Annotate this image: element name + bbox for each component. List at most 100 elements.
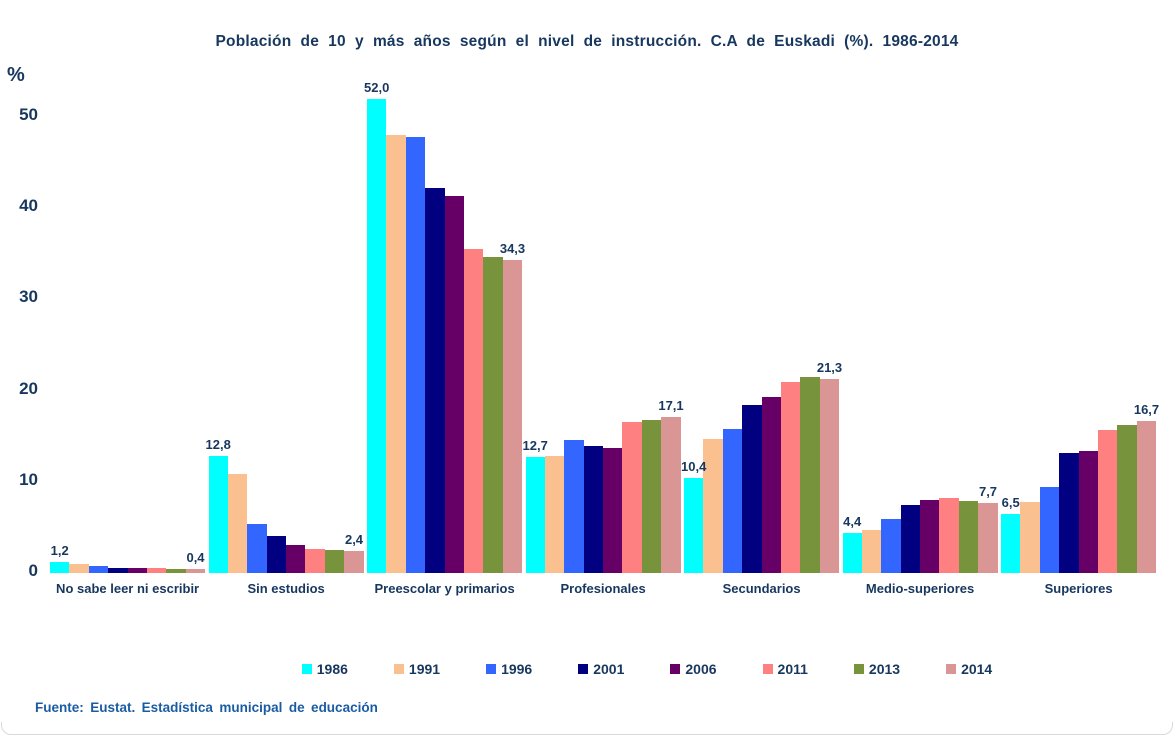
bar-2006: [920, 500, 940, 573]
bar-1986: [208, 456, 228, 573]
bar-2013: [483, 257, 503, 573]
data-label-2014: 16,7: [1133, 401, 1160, 417]
x-axis-category-label: Secundarios: [722, 581, 801, 596]
legend-item-2001: 2001: [578, 661, 624, 677]
legend-swatch-icon: [301, 664, 312, 674]
y-axis-tick-10: 10: [19, 469, 38, 489]
legend-swatch-icon: [670, 664, 681, 674]
x-axis-category-label: No sabe leer ni escribir: [56, 581, 200, 596]
data-label-1986: 10,4: [681, 459, 707, 475]
bar-2013: [166, 569, 186, 573]
bar-2013: [1117, 425, 1137, 573]
bar-group-3: [367, 98, 523, 573]
bar-1986: [1001, 513, 1021, 573]
bar-2011: [939, 498, 959, 573]
legend-swatch-icon: [486, 664, 497, 674]
legend-swatch-icon: [946, 664, 957, 674]
bar-2013: [958, 500, 979, 573]
bar-2006: [1078, 450, 1098, 573]
bar-group-7: [1001, 99, 1157, 573]
data-label-2014: 17,1: [658, 397, 684, 413]
legend-label: 1991: [408, 661, 441, 677]
bar-2014: [819, 378, 840, 573]
legend-label: 1996: [501, 661, 533, 677]
bar-group-1: [50, 99, 206, 573]
bar-2014: [661, 416, 681, 573]
legend-swatch-icon: [762, 664, 773, 674]
bar-1991: [1020, 501, 1040, 573]
legend-label: 2011: [777, 661, 808, 677]
bar-group-5: [684, 99, 840, 573]
data-label-2014: 7,7: [978, 483, 998, 499]
bar-2014: [502, 260, 523, 573]
x-axis-category-label: Profesionales: [560, 581, 646, 596]
data-label-1986: 6,5: [1001, 494, 1020, 510]
bar-2001: [742, 405, 762, 573]
bar-2013: [800, 376, 820, 573]
bar-2011: [305, 549, 325, 573]
bar-2006: [444, 196, 464, 573]
bar-2013: [641, 419, 662, 573]
data-label-1986: 12,7: [522, 438, 548, 454]
y-axis-tick-30: 30: [19, 287, 38, 307]
bar-2014: [978, 502, 998, 573]
bar-1991: [861, 530, 882, 573]
legend-label: 2014: [961, 661, 993, 677]
legend-item-1986: 1986: [301, 661, 348, 677]
bar-1996: [881, 519, 901, 573]
bar-2001: [425, 187, 445, 573]
data-label-2014: 21,3: [816, 359, 843, 375]
bar-2001: [108, 567, 128, 573]
y-axis-unit-label: %: [7, 64, 25, 86]
data-label-2014: 2,4: [344, 532, 364, 548]
x-axis-category-label: Superiores: [1044, 581, 1113, 596]
legend-item-1991: 1991: [393, 661, 441, 677]
bar-1996: [564, 439, 584, 573]
legend-label: 1986: [316, 661, 348, 677]
bar-2006: [286, 544, 306, 573]
x-axis-category-label: Sin estudios: [247, 581, 325, 596]
bar-2011: [780, 382, 801, 573]
x-axis-category-label: Medio-superiores: [865, 581, 975, 596]
bar-1986: [367, 98, 387, 573]
bar-2001: [266, 535, 287, 573]
bar-1986: [525, 457, 545, 573]
bar-2014: [344, 551, 364, 573]
bar-2001: [1059, 452, 1079, 573]
y-axis-tick-50: 50: [19, 104, 38, 124]
bar-1991: [69, 563, 89, 573]
legend-swatch-icon: [853, 664, 864, 674]
bar-2014: [1136, 420, 1157, 573]
bar-2006: [603, 448, 623, 573]
legend-swatch-icon: [578, 664, 589, 674]
bar-1986: [684, 478, 704, 573]
legend-swatch-icon: [393, 664, 404, 674]
bar-1991: [703, 438, 723, 573]
chart-title: Población de 10 y más años según el nive…: [215, 33, 959, 50]
bar-group-2: [208, 99, 364, 573]
bar-1986: [842, 532, 862, 573]
bar-2006: [761, 396, 781, 573]
y-axis-tick-0: 0: [28, 561, 38, 580]
legend-item-2014: 2014: [946, 661, 992, 677]
bar-2011: [1097, 429, 1118, 573]
bar-2001: [583, 446, 604, 573]
bar-group-6: [842, 99, 998, 573]
bar-1996: [722, 428, 743, 573]
bar-2001: [900, 505, 921, 573]
x-axis-category-label: Preescolar y primarios: [374, 581, 515, 596]
y-axis-tick-20: 20: [19, 378, 38, 398]
legend: 1986 1991 1996 2001 2006 2011 2013 2014: [60, 661, 1174, 677]
bar-2006: [127, 568, 147, 573]
bar-group-4: [525, 99, 681, 573]
legend-item-1996: 1996: [486, 661, 532, 677]
data-label-1986: 4,4: [843, 513, 862, 529]
bar-2013: [324, 550, 345, 573]
bar-1996: [247, 523, 267, 573]
page-bottom-border: [1, 722, 1173, 735]
legend-item-2006: 2006: [670, 661, 717, 677]
bar-2011: [146, 568, 167, 573]
data-label-1986: 1,2: [50, 543, 69, 559]
y-axis-tick-40: 40: [19, 196, 38, 215]
